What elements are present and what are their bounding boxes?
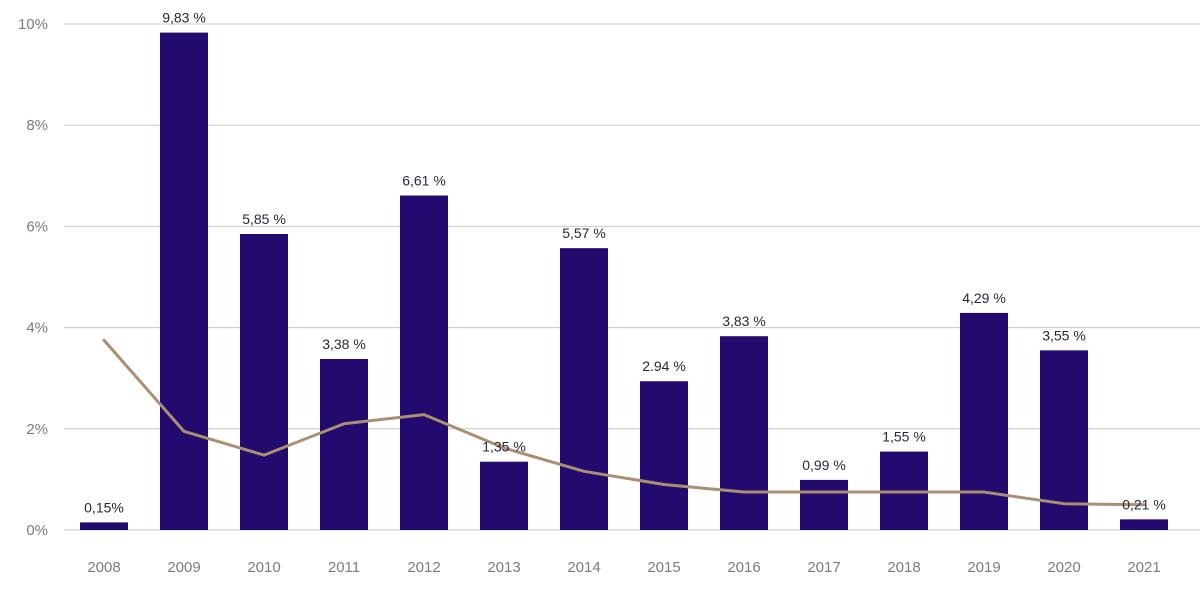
trend-line bbox=[102, 338, 1146, 507]
bar bbox=[320, 358, 368, 530]
x-tick-label: 2016 bbox=[727, 559, 760, 576]
x-tick-label: 2011 bbox=[328, 559, 360, 576]
bar bbox=[400, 195, 448, 530]
bar bbox=[720, 336, 768, 530]
data-label: 1,35 % bbox=[482, 439, 526, 455]
data-label: 2.94 % bbox=[642, 358, 686, 374]
data-label: 6,61 % bbox=[402, 173, 446, 189]
data-label: 3,38 % bbox=[322, 336, 366, 352]
data-label: 3,83 % bbox=[722, 313, 766, 329]
bar bbox=[480, 461, 528, 530]
data-label: 0,21 % bbox=[1122, 496, 1166, 512]
bar bbox=[1120, 519, 1168, 530]
bar bbox=[640, 381, 688, 530]
y-tick-label: 10% bbox=[18, 16, 48, 33]
bar bbox=[960, 312, 1008, 530]
x-tick-label: 2008 bbox=[87, 559, 120, 576]
bar bbox=[160, 32, 208, 531]
y-tick-label: 0% bbox=[26, 522, 48, 539]
data-label: 0,15% bbox=[84, 499, 124, 515]
data-label: 9,83 % bbox=[162, 10, 206, 26]
bar bbox=[80, 522, 128, 530]
x-tick-label: 2012 bbox=[407, 559, 440, 576]
x-tick-label: 2018 bbox=[887, 559, 920, 576]
x-tick-label: 2010 bbox=[247, 559, 280, 576]
data-label: 1,55 % bbox=[882, 429, 926, 445]
bar bbox=[560, 248, 608, 530]
bar bbox=[240, 233, 288, 531]
x-tick-label: 2014 bbox=[567, 559, 600, 576]
bar bbox=[800, 479, 848, 530]
data-label: 4,29 % bbox=[962, 290, 1006, 306]
x-tick-label: 2019 bbox=[967, 559, 1000, 576]
x-tick-label: 2013 bbox=[487, 559, 520, 576]
x-tick-label: 2009 bbox=[167, 559, 200, 576]
x-tick-label: 2017 bbox=[807, 559, 840, 576]
y-tick-label: 4% bbox=[26, 320, 48, 337]
y-tick-label: 2% bbox=[26, 421, 48, 438]
y-tick-label: 8% bbox=[26, 117, 48, 134]
x-tick-label: 2021 bbox=[1127, 559, 1160, 576]
data-label: 5,57 % bbox=[562, 225, 606, 241]
x-tick-label: 2015 bbox=[647, 559, 680, 576]
data-label: 3,55 % bbox=[1042, 327, 1086, 343]
y-tick-label: 6% bbox=[26, 218, 48, 235]
data-label: 5,85 % bbox=[242, 211, 286, 227]
x-tick-label: 2020 bbox=[1047, 559, 1080, 576]
data-label: 0,99 % bbox=[802, 457, 846, 473]
